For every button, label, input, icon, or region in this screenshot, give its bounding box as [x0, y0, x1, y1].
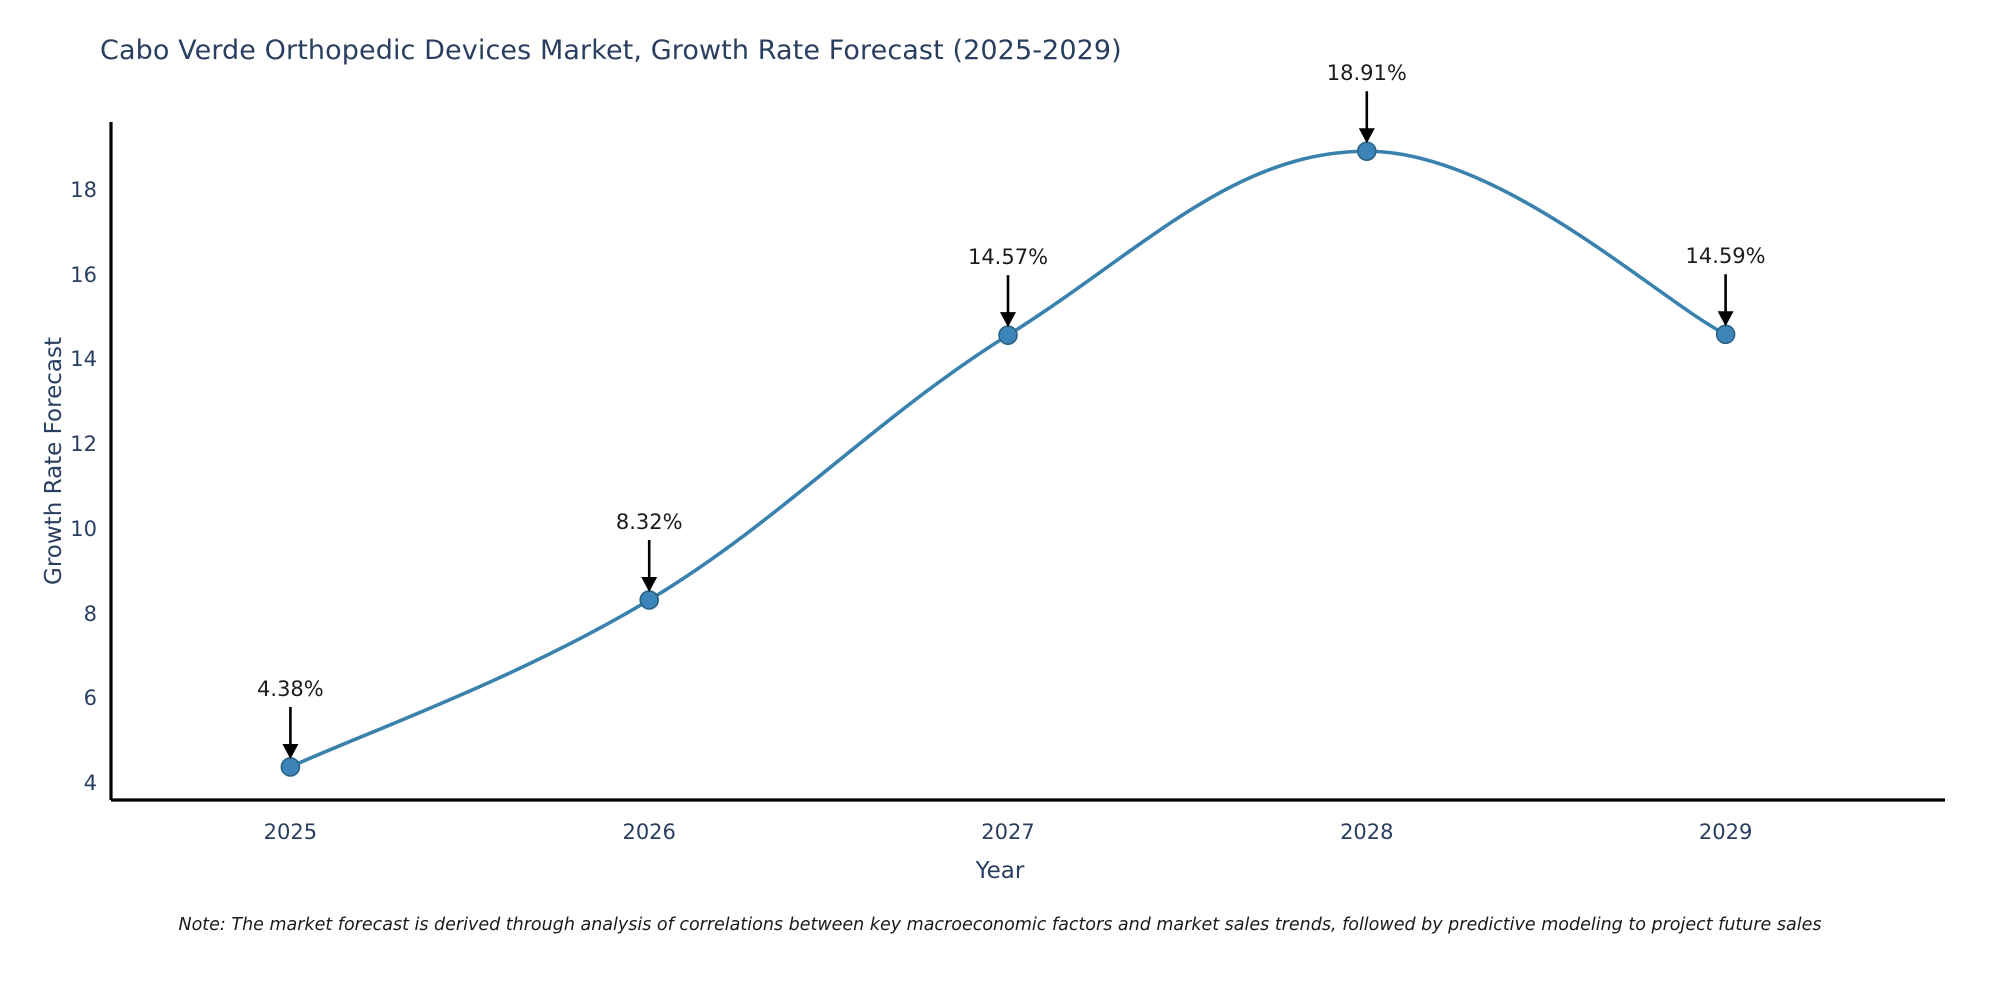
point-label-2027: 14.57%: [967, 245, 1049, 270]
y-tick-label-14: 14: [70, 347, 97, 372]
data-point-2027[interactable]: [998, 325, 1018, 345]
y-tick-label-8: 8: [83, 601, 97, 626]
chart-title: Cabo Verde Orthopedic Devices Market, Gr…: [100, 35, 1122, 66]
data-point-2025[interactable]: [280, 757, 301, 777]
annotation-arrow-2028: [1358, 91, 1375, 144]
x-tick-label-2026: 2026: [622, 820, 676, 844]
point-label-2029: 14.59%: [1685, 244, 1766, 269]
y-tick-label-4: 4: [83, 771, 97, 796]
y-tick-label-18: 18: [70, 177, 97, 202]
annotation-arrows: [282, 91, 1734, 759]
point-label-2026: 8.32%: [615, 509, 683, 534]
x-tick-label-2027: 2027: [981, 820, 1035, 844]
y-tick-label-6: 6: [83, 686, 97, 711]
x-tick-label-2028: 2028: [1340, 820, 1394, 844]
x-tick-label-2029: 2029: [1698, 820, 1753, 844]
data-point-2028[interactable]: [1357, 141, 1377, 162]
chart-footnote: Note: The market forecast is derived thr…: [178, 915, 1822, 935]
axis-lines: [109, 122, 1945, 802]
annotation-arrow-2025: [282, 706, 299, 759]
y-tick-label-12: 12: [70, 432, 97, 457]
annotation-arrow-2029: [1717, 274, 1734, 327]
x-axis-title: Year: [975, 858, 1025, 884]
annotation-arrow-2026: [641, 539, 658, 592]
data-point-2029[interactable]: [1715, 324, 1736, 345]
x-tick-label-2025: 2025: [263, 820, 318, 844]
point-label-2028: 18.91%: [1326, 61, 1407, 86]
y-tick-label-16: 16: [70, 262, 97, 287]
point-label-2025: 4.38%: [257, 676, 324, 701]
series-line-growth-rate: [288, 149, 1728, 769]
y-tick-label-10: 10: [70, 516, 97, 541]
data-point-2026[interactable]: [639, 590, 660, 610]
series-markers: [280, 141, 1736, 777]
annotation-arrow-2027: [1000, 275, 1016, 328]
